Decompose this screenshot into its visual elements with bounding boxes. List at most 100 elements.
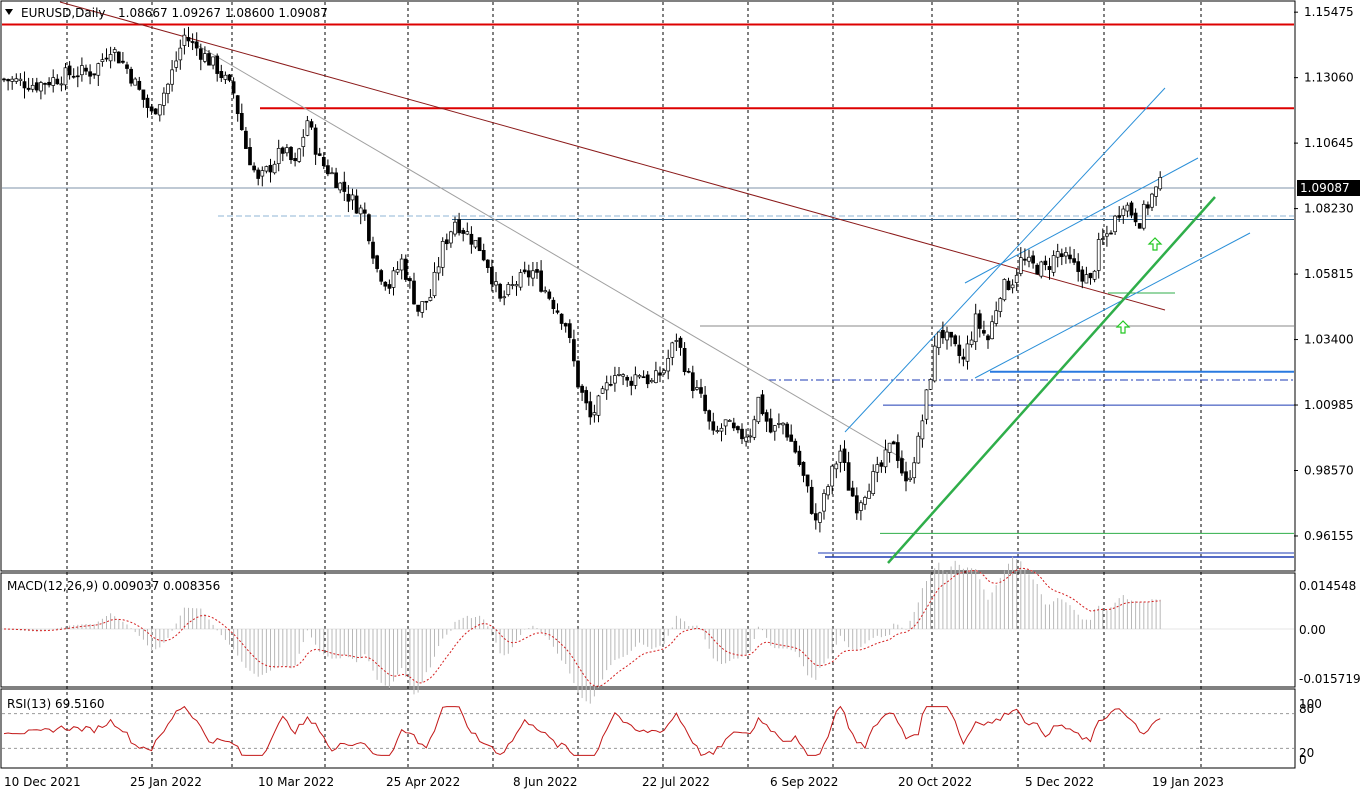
candle-body xyxy=(170,69,174,85)
candle-body xyxy=(654,370,658,383)
candle-body xyxy=(502,296,507,299)
time-tick-label: 5 Dec 2022 xyxy=(1025,775,1094,789)
rsi-panel xyxy=(0,688,1296,769)
candle-body xyxy=(506,284,511,295)
candle-body xyxy=(584,390,589,404)
candle-body xyxy=(920,420,925,440)
candle-body xyxy=(1023,258,1027,261)
candle-body xyxy=(1055,251,1060,258)
candle-body xyxy=(350,194,355,201)
candle-body xyxy=(321,157,326,167)
candle-body xyxy=(1031,255,1035,264)
rsi-tick-label: 20 xyxy=(1299,746,1314,760)
candle-body xyxy=(908,477,912,480)
candle-body xyxy=(1146,204,1150,209)
time-tick-label: 10 Dec 2021 xyxy=(4,775,81,789)
candle-body xyxy=(215,55,220,74)
candle-body xyxy=(1117,215,1122,218)
candle-body xyxy=(1039,261,1044,277)
candle-body xyxy=(818,512,822,523)
candle-body xyxy=(748,435,753,438)
candle-body xyxy=(875,464,880,473)
candle-body xyxy=(1096,239,1101,271)
candle-body xyxy=(18,78,23,81)
candle-body xyxy=(1006,280,1011,291)
candle-body xyxy=(539,270,543,292)
candle-body xyxy=(994,310,999,324)
candle-body xyxy=(957,344,962,356)
candle-body xyxy=(703,394,707,412)
candle-body xyxy=(731,422,736,429)
candle-body xyxy=(1105,233,1109,237)
candle-body xyxy=(1133,212,1138,223)
candle-body xyxy=(1141,203,1146,229)
up-arrow-icon xyxy=(1115,320,1131,334)
trend-lines xyxy=(59,1,1251,564)
candle-body xyxy=(617,374,621,376)
candle-body xyxy=(461,230,466,234)
candle-body xyxy=(276,147,281,164)
time-axis: 10 Dec 2021 25 Jan 2022 10 Mar 2022 25 Apr … xyxy=(4,775,1224,789)
candle-body xyxy=(211,56,215,66)
symbol-label: EURUSD,Daily xyxy=(21,6,106,20)
candle-body xyxy=(116,51,121,64)
candle-body xyxy=(863,497,867,505)
candle-body xyxy=(1150,193,1154,208)
candle-body xyxy=(494,281,498,286)
candle-body xyxy=(1158,177,1163,190)
candle-body xyxy=(1068,254,1072,260)
candle-body xyxy=(121,60,125,63)
candle-body xyxy=(104,57,109,60)
candle-body xyxy=(1154,186,1158,197)
candle-body xyxy=(408,278,412,282)
candle-body xyxy=(26,87,31,90)
candle-body xyxy=(998,298,1003,312)
candle-body xyxy=(412,280,416,305)
candle-body xyxy=(330,172,334,175)
candle-body xyxy=(543,290,548,293)
candle-body xyxy=(674,340,679,342)
candle-body xyxy=(941,330,945,339)
candle-body xyxy=(149,106,154,112)
candle-body xyxy=(526,270,531,278)
dropdown-triangle-icon[interactable] xyxy=(5,9,13,15)
candle-body xyxy=(535,269,539,273)
price-axis: 1.15475 1.13060 1.10645 1.08230 1.05815 1.034… xyxy=(1294,5,1354,543)
time-tick-label: 25 Jan 2022 xyxy=(130,775,202,789)
candle-body xyxy=(203,53,207,62)
candle-body xyxy=(178,47,183,61)
candle-body xyxy=(1113,215,1117,233)
candle-body xyxy=(977,313,982,329)
candle-body xyxy=(1043,260,1048,266)
candle-body xyxy=(781,422,785,426)
candle-body xyxy=(719,427,724,432)
main-panel xyxy=(0,0,1296,572)
candle-body xyxy=(1047,266,1052,270)
candle-body xyxy=(1072,258,1076,263)
candle-body xyxy=(760,394,765,415)
candle-body xyxy=(334,172,338,189)
candle-body xyxy=(342,181,347,192)
candle-body xyxy=(416,304,420,312)
candle-body xyxy=(854,495,859,514)
price-tick-label: 0.96155 xyxy=(1304,529,1354,543)
candle-body xyxy=(1092,270,1097,280)
candle-body xyxy=(317,153,322,156)
candle-body xyxy=(547,291,552,299)
candle-body xyxy=(699,387,703,394)
candle-body xyxy=(621,374,625,377)
candle-body xyxy=(6,79,10,82)
candle-body xyxy=(399,258,404,271)
macd-tick-label: 0.014548 xyxy=(1299,579,1356,593)
macd-tick-label: -0.015719 xyxy=(1299,672,1361,686)
candle-body xyxy=(285,147,289,154)
candle-body xyxy=(424,300,429,303)
candle-body xyxy=(1027,256,1031,262)
candle-body xyxy=(686,370,691,373)
candle-body xyxy=(744,436,748,442)
candle-body xyxy=(986,335,990,341)
candle-body xyxy=(900,458,904,474)
candle-body xyxy=(572,339,576,362)
candle-body xyxy=(1109,232,1113,235)
candle-body xyxy=(457,219,461,234)
